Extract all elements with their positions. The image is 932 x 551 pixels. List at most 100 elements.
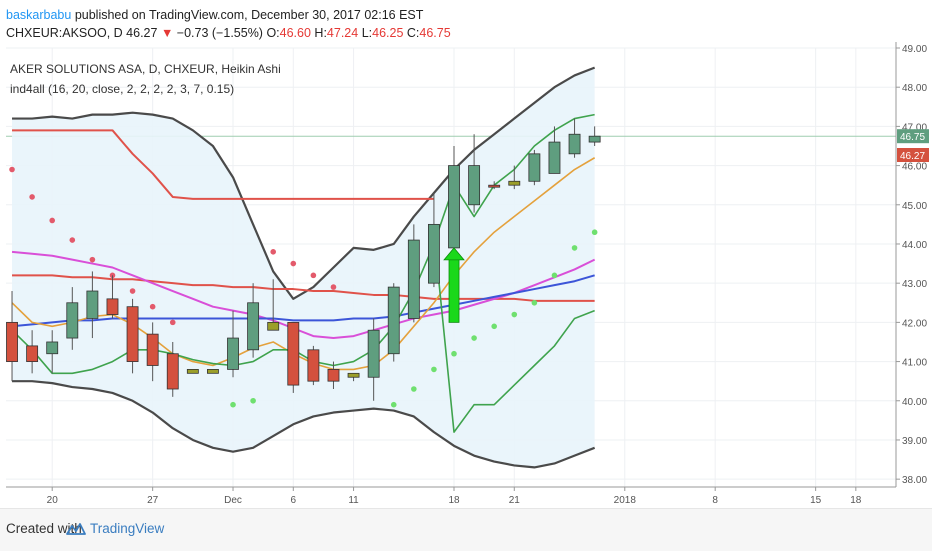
candle-body — [488, 184, 501, 188]
dot-green — [511, 311, 518, 318]
dot-red — [9, 166, 15, 173]
close-value: 46.75 — [419, 26, 451, 40]
published-text: published on TradingView.com, December 3… — [74, 8, 424, 22]
candle-body — [126, 306, 139, 362]
indicator-legend: ind4all (16, 20, close, 2, 2, 2, 2, 3, 7… — [10, 82, 234, 96]
dot-red — [89, 256, 96, 263]
tradingview-logo-icon[interactable] — [66, 522, 86, 536]
arrow-head — [443, 247, 465, 261]
x-tick-label: 20 — [47, 495, 59, 506]
last-price: 46.27 — [126, 26, 158, 40]
high-value: 47.24 — [326, 26, 359, 40]
series-blue_ma — [11, 274, 595, 328]
x-tick-label: 18 — [448, 495, 460, 506]
candle-body — [448, 165, 460, 249]
y-tick-label: 40.00 — [902, 397, 927, 408]
series-green_line — [11, 113, 595, 375]
y-tick-label: 46.00 — [902, 162, 927, 173]
price-chart[interactable]: 38.00 39.00 40.00 41.00 42.00 43.00 44.00 45.00… — [0, 42, 932, 508]
dot-red — [310, 272, 317, 279]
candle-body — [568, 133, 581, 155]
x-tick-label: 15 — [810, 495, 822, 506]
candle-body — [387, 286, 400, 355]
price-tag-label: 46.75 — [900, 132, 925, 143]
candle-body — [106, 298, 119, 315]
price-tag-label: 46.27 — [900, 151, 925, 162]
dot-red — [69, 237, 76, 243]
dot-green — [571, 245, 578, 251]
dot-green — [411, 386, 417, 392]
y-tick-label: 49.00 — [902, 44, 927, 55]
series-upper_band — [12, 66, 596, 300]
candle-body — [86, 290, 99, 319]
created-with-text: Created with — [6, 521, 82, 536]
y-tick-label: 48.00 — [902, 83, 927, 94]
tradingview-brand[interactable]: TradingView — [90, 521, 165, 536]
candle-body — [427, 223, 440, 284]
dot-red — [49, 217, 56, 224]
candle-body — [227, 337, 239, 370]
price-change: −0.73 (−1.55%) — [176, 26, 263, 40]
candle-body — [588, 135, 601, 143]
x-tick-label: 8 — [712, 495, 718, 506]
symbol-label: CHXEUR:AKSOO, D — [6, 26, 123, 40]
dot-green — [531, 299, 538, 306]
series-red_stair — [12, 129, 434, 200]
dot-green — [551, 272, 558, 279]
candle-body — [508, 180, 521, 186]
band-area — [12, 67, 595, 468]
series-green_lower — [433, 232, 595, 433]
price-axis[interactable]: 38.00 39.00 40.00 41.00 42.00 43.00 44.00 45.00… — [895, 42, 929, 487]
candles[interactable] — [6, 118, 601, 401]
dot-green — [390, 401, 397, 408]
author-link[interactable]: baskarbabu — [6, 8, 72, 22]
y-tick-label: 41.00 — [902, 358, 927, 369]
down-arrow-icon: ▼ — [160, 26, 174, 40]
y-tick-label: 44.00 — [902, 240, 927, 251]
publish-line: baskarbabu published on TradingView.com,… — [6, 6, 926, 24]
dot-green — [250, 397, 256, 404]
candle-body — [6, 321, 18, 362]
x-tick-label: 11 — [348, 495, 359, 506]
candle-body — [66, 302, 79, 339]
dot-red — [169, 319, 176, 326]
series-magenta_ma — [11, 250, 596, 340]
series-lower_band — [12, 380, 596, 469]
x-tick-label: 27 — [147, 495, 159, 506]
candle-body — [287, 321, 300, 386]
candle-body — [327, 369, 340, 382]
candle-body — [166, 353, 179, 390]
candle-body — [267, 321, 280, 331]
candle-body — [347, 372, 360, 378]
candle-body — [146, 333, 159, 366]
chart-title: AKER SOLUTIONS ASA, D, CHXEUR, Heikin As… — [10, 62, 281, 76]
x-tick-label: 6 — [291, 495, 297, 506]
x-tick-label: 18 — [850, 495, 862, 506]
y-tick-label: 39.00 — [902, 436, 927, 447]
dot-red — [129, 288, 136, 294]
dot-green — [471, 335, 477, 341]
dot-red — [290, 260, 297, 267]
candle-body — [528, 153, 541, 182]
candle-body — [26, 345, 39, 362]
dot-red — [29, 194, 35, 200]
candle-body — [46, 341, 59, 355]
dot-green — [451, 350, 457, 357]
candle-body — [207, 369, 219, 374]
indicator-dots — [9, 166, 598, 408]
open-label: O: — [266, 26, 280, 40]
candle-body — [548, 141, 561, 174]
ohlc-line: CHXEUR:AKSOO, D 46.27 ▼ −0.73 (−1.55%) O… — [6, 24, 926, 42]
chart-header: baskarbabu published on TradingView.com,… — [6, 6, 926, 42]
time-axis[interactable]: 20 27 Dec 6 11 18 21 2018 8 15 18 — [6, 486, 896, 506]
y-tick-label: 42.00 — [902, 318, 927, 329]
price-tag — [897, 148, 929, 163]
price-tag — [897, 129, 929, 144]
x-tick-label: 2018 — [614, 495, 637, 506]
low-value: 46.25 — [372, 26, 404, 40]
y-tick-label: 45.00 — [902, 201, 927, 212]
dot-red — [149, 303, 156, 310]
band-fill — [12, 67, 595, 468]
y-tick-label: 47.00 — [902, 122, 927, 133]
candle-body — [247, 302, 260, 351]
